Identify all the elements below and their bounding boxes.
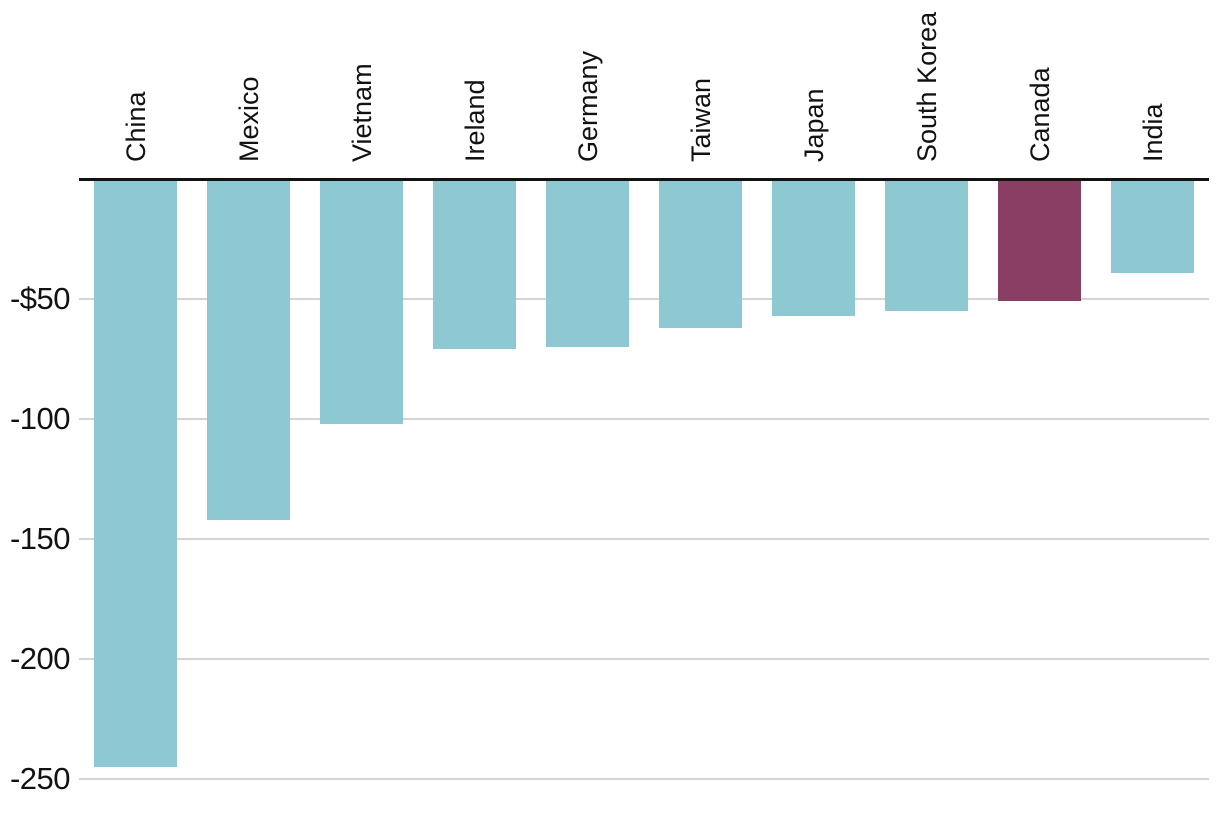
ytick-label--250: -250 [9, 761, 71, 796]
bar-south-korea [885, 181, 968, 311]
category-label-germany: Germany [572, 50, 603, 162]
ytick-label--200: -200 [9, 641, 71, 676]
bar-canada [998, 181, 1081, 302]
gridline--250 [79, 778, 1209, 780]
bar-japan [772, 181, 855, 316]
bar-taiwan [659, 181, 742, 328]
zero-axis-line [79, 178, 1209, 181]
gridline--100 [79, 418, 1209, 420]
category-label-japan: Japan [798, 88, 829, 162]
ytick-label--100: -100 [9, 401, 71, 436]
bar-china [94, 181, 177, 767]
bar-vietnam [320, 181, 403, 424]
category-label-vietnam: Vietnam [346, 63, 377, 162]
bar-ireland [433, 181, 516, 350]
gridline--50 [79, 298, 1209, 300]
bar-germany [546, 181, 629, 347]
category-label-canada: Canada [1024, 67, 1055, 162]
category-label-ireland: Ireland [459, 79, 490, 162]
category-label-south-korea: South Korea [911, 11, 942, 162]
bar-india [1111, 181, 1194, 273]
category-label-china: China [120, 91, 151, 162]
bar-mexico [207, 181, 290, 520]
category-label-taiwan: Taiwan [685, 77, 716, 162]
gridline--200 [79, 658, 1209, 660]
category-label-india: India [1137, 103, 1168, 162]
ytick-label--150: -150 [9, 521, 71, 556]
gridline--150 [79, 538, 1209, 540]
ytick-label--50: -$50 [9, 281, 71, 316]
category-label-mexico: Mexico [233, 76, 264, 162]
